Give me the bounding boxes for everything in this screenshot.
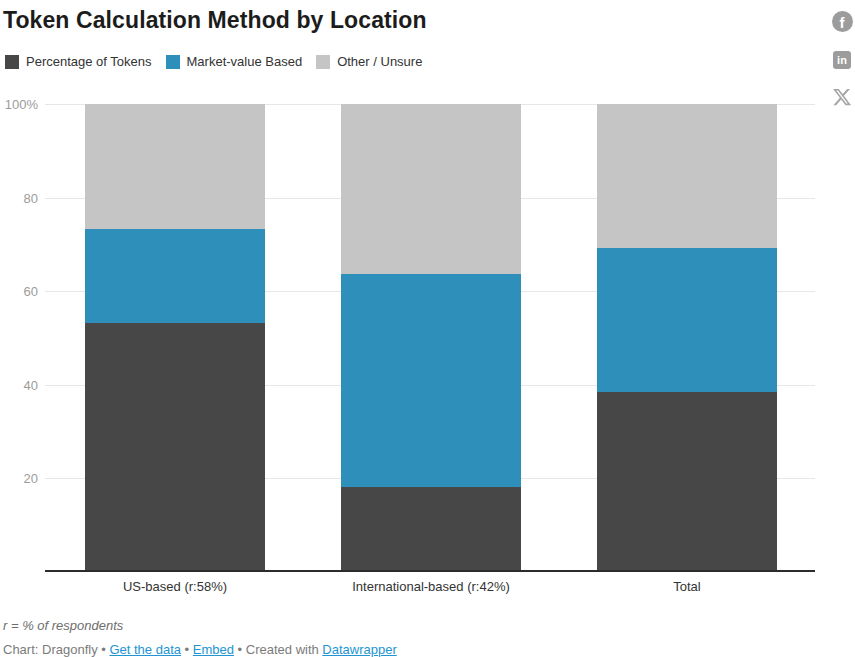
bar-segment[interactable] bbox=[341, 104, 521, 274]
x-logo-glyph bbox=[832, 87, 852, 107]
byline-text: Created with bbox=[246, 642, 323, 657]
byline-separator: • bbox=[234, 642, 246, 657]
bar-segment[interactable] bbox=[341, 487, 521, 572]
stacked-bar bbox=[85, 104, 265, 572]
category-label: Total bbox=[673, 579, 700, 594]
chart-title: Token Calculation Method by Location bbox=[3, 7, 427, 34]
y-tick-label: 60 bbox=[24, 284, 38, 299]
stacked-bar bbox=[597, 104, 777, 572]
y-tick-label: 80 bbox=[24, 190, 38, 205]
get-the-data-link[interactable]: Get the data bbox=[109, 642, 181, 657]
bar-segment[interactable] bbox=[341, 274, 521, 487]
bar-segment[interactable] bbox=[597, 248, 777, 392]
category-label: International-based (r:42%) bbox=[352, 579, 510, 594]
x-share-icon[interactable] bbox=[832, 87, 852, 107]
legend-swatch bbox=[316, 55, 330, 69]
byline-text: Chart: Dragonfly bbox=[3, 642, 98, 657]
legend-label: Other / Unsure bbox=[337, 54, 422, 69]
datawrapper-link[interactable]: Datawrapper bbox=[322, 642, 396, 657]
embed-link[interactable]: Embed bbox=[193, 642, 234, 657]
chart-legend: Percentage of Tokens Market-value Based Ot… bbox=[5, 54, 436, 69]
plot-area bbox=[45, 104, 815, 572]
stacked-bar bbox=[341, 104, 521, 572]
category-label: US-based (r:58%) bbox=[123, 579, 227, 594]
bar-segment[interactable] bbox=[597, 104, 777, 248]
legend-label: Percentage of Tokens bbox=[26, 54, 152, 69]
facebook-share-icon[interactable]: f bbox=[832, 11, 853, 32]
y-tick-label: 100% bbox=[5, 97, 38, 112]
legend-label: Market-value Based bbox=[187, 54, 303, 69]
chart-byline: Chart: Dragonfly • Get the data • Embed … bbox=[3, 642, 397, 657]
byline-separator: • bbox=[181, 642, 193, 657]
bar-segment[interactable] bbox=[85, 104, 265, 229]
legend-item: Percentage of Tokens bbox=[5, 54, 152, 69]
y-tick-label: 40 bbox=[24, 377, 38, 392]
linkedin-share-icon[interactable]: in bbox=[833, 51, 851, 69]
x-axis-line bbox=[45, 570, 815, 572]
y-tick-label: 20 bbox=[24, 471, 38, 486]
byline-separator: • bbox=[98, 642, 110, 657]
legend-item: Market-value Based bbox=[166, 54, 303, 69]
datawrapper-chart-embed: Token Calculation Method by Location Per… bbox=[0, 0, 855, 657]
share-buttons: f in bbox=[830, 11, 854, 107]
y-axis-ticks: 100%80604020 bbox=[0, 104, 38, 572]
legend-swatch bbox=[5, 55, 19, 69]
bar-segment[interactable] bbox=[597, 392, 777, 572]
chart-footnote: r = % of respondents bbox=[3, 618, 123, 633]
bar-segment[interactable] bbox=[85, 229, 265, 323]
bar-segment[interactable] bbox=[85, 323, 265, 572]
legend-swatch bbox=[166, 55, 180, 69]
legend-item: Other / Unsure bbox=[316, 54, 422, 69]
